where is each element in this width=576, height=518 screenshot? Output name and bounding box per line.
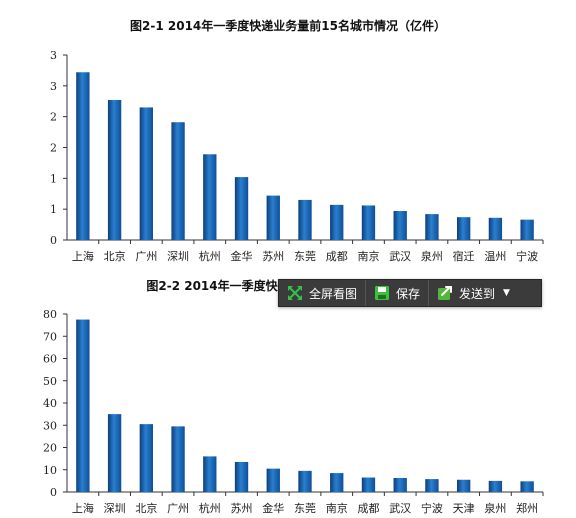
- fullscreen-label: 全屏看图: [309, 286, 358, 301]
- x-tick-label: 宿迁: [453, 249, 475, 263]
- bar: [520, 481, 534, 492]
- send-to-button[interactable]: 发送到 ▼: [429, 280, 518, 306]
- x-tick-label: 郑州: [516, 501, 538, 515]
- y-tick-label: 2: [50, 142, 57, 155]
- y-tick-label: 1: [50, 203, 57, 216]
- image-toolbar: 全屏看图 保存 发送到 ▼: [278, 279, 542, 307]
- chart-1-title: 图2-1 2014年一季度快递业务量前15名城市情况（亿件）: [130, 19, 446, 33]
- y-tick-label: 70: [43, 330, 57, 343]
- bar: [361, 477, 376, 492]
- bar: [203, 154, 217, 240]
- bar: [203, 456, 217, 492]
- x-tick-label: 武汉: [389, 502, 411, 515]
- y-tick-label: 60: [43, 353, 57, 366]
- bar: [457, 217, 471, 240]
- x-tick-label: 南京: [326, 501, 348, 515]
- x-tick-label: 上海: [72, 501, 94, 515]
- bar: [488, 480, 503, 492]
- x-tick-label: 广州: [135, 250, 157, 263]
- y-tick-label: 3: [50, 80, 57, 93]
- bar: [393, 477, 407, 492]
- bar: [393, 211, 407, 240]
- x-tick-label: 杭州: [199, 501, 221, 515]
- bar: [457, 479, 471, 492]
- x-tick-label: 天津: [453, 502, 475, 515]
- bar: [139, 424, 153, 492]
- bar: [139, 107, 153, 241]
- y-tick-label: 1: [50, 172, 57, 185]
- x-tick-label: 南京: [357, 249, 379, 263]
- x-tick-label: 北京: [135, 501, 157, 515]
- y-tick-label: 20: [43, 442, 57, 455]
- bar: [76, 319, 90, 492]
- bar: [488, 217, 503, 240]
- bar: [298, 199, 312, 240]
- bar: [266, 195, 280, 240]
- bar: [520, 219, 534, 240]
- bar: [425, 214, 439, 240]
- bar: [234, 177, 249, 240]
- y-tick-label: 50: [43, 375, 57, 388]
- save-button[interactable]: 保存: [366, 280, 430, 306]
- bar: [266, 468, 280, 492]
- bar: [330, 473, 344, 492]
- x-tick-label: 苏州: [231, 502, 253, 515]
- bar: [107, 100, 122, 241]
- y-tick-label: 0: [50, 486, 57, 499]
- y-tick-label: 3: [50, 49, 57, 62]
- caret-down-icon[interactable]: ▼: [503, 288, 510, 298]
- x-tick-label: 北京: [104, 249, 126, 263]
- x-tick-label: 上海: [72, 249, 94, 263]
- y-tick-label: 2: [50, 111, 57, 124]
- y-tick-label: 40: [43, 397, 57, 410]
- chart-2-title: 图2-2 2014年一季度快递: [146, 279, 290, 293]
- bar: [76, 72, 90, 241]
- x-tick-label: 苏州: [262, 250, 284, 263]
- y-tick-label: 10: [43, 464, 57, 477]
- x-tick-label: 金华: [231, 249, 253, 263]
- x-tick-label: 广州: [167, 502, 189, 515]
- x-tick-label: 深圳: [167, 250, 189, 263]
- x-tick-label: 武汉: [389, 250, 411, 263]
- bar: [107, 414, 122, 492]
- bar: [171, 122, 185, 240]
- chart-2: 0 10 20 30 40 50 60 70 80 上海 深圳 北京 广州 杭州 苏州 金华 东莞 南京 成都 武汉宁…: [43, 308, 544, 515]
- y-tick-label: 80: [43, 308, 57, 321]
- bar: [298, 470, 312, 492]
- bar: [361, 205, 376, 240]
- bar: [330, 204, 344, 240]
- x-tick-label: 东莞: [294, 250, 316, 263]
- fullscreen-button[interactable]: 全屏看图: [279, 280, 367, 306]
- bar: [171, 426, 185, 492]
- x-tick-label: 成都: [357, 502, 379, 515]
- x-tick-label: 泉州: [421, 249, 443, 263]
- x-tick-label: 杭州: [199, 249, 221, 263]
- save-label: 保存: [396, 286, 421, 301]
- bar: [425, 479, 439, 492]
- x-tick-label: 成都: [326, 250, 348, 263]
- expand-arrows-icon: [287, 285, 303, 301]
- floppy-disk-icon: [374, 285, 390, 301]
- x-tick-label: 东莞: [294, 502, 316, 515]
- y-tick-label: 30: [43, 419, 57, 432]
- send-to-label: 发送到: [459, 286, 496, 301]
- x-tick-label: 宁波: [421, 501, 443, 515]
- x-tick-label: 泉州: [484, 501, 506, 515]
- share-arrow-icon: [437, 285, 453, 301]
- x-tick-label: 宁波: [516, 249, 538, 263]
- x-tick-label: 金华: [262, 501, 284, 515]
- x-tick-label: 温州: [484, 250, 506, 263]
- bar: [234, 461, 249, 492]
- y-tick-label: 0: [50, 234, 57, 247]
- chart-1: 0 1 1 2 2 3 3 上海 北京 广州 深圳 杭州 金华 苏州 东莞 成都 南京 武汉 泉州 宿迁 温州 宁波: [50, 49, 544, 263]
- x-tick-label: 深圳: [104, 502, 126, 515]
